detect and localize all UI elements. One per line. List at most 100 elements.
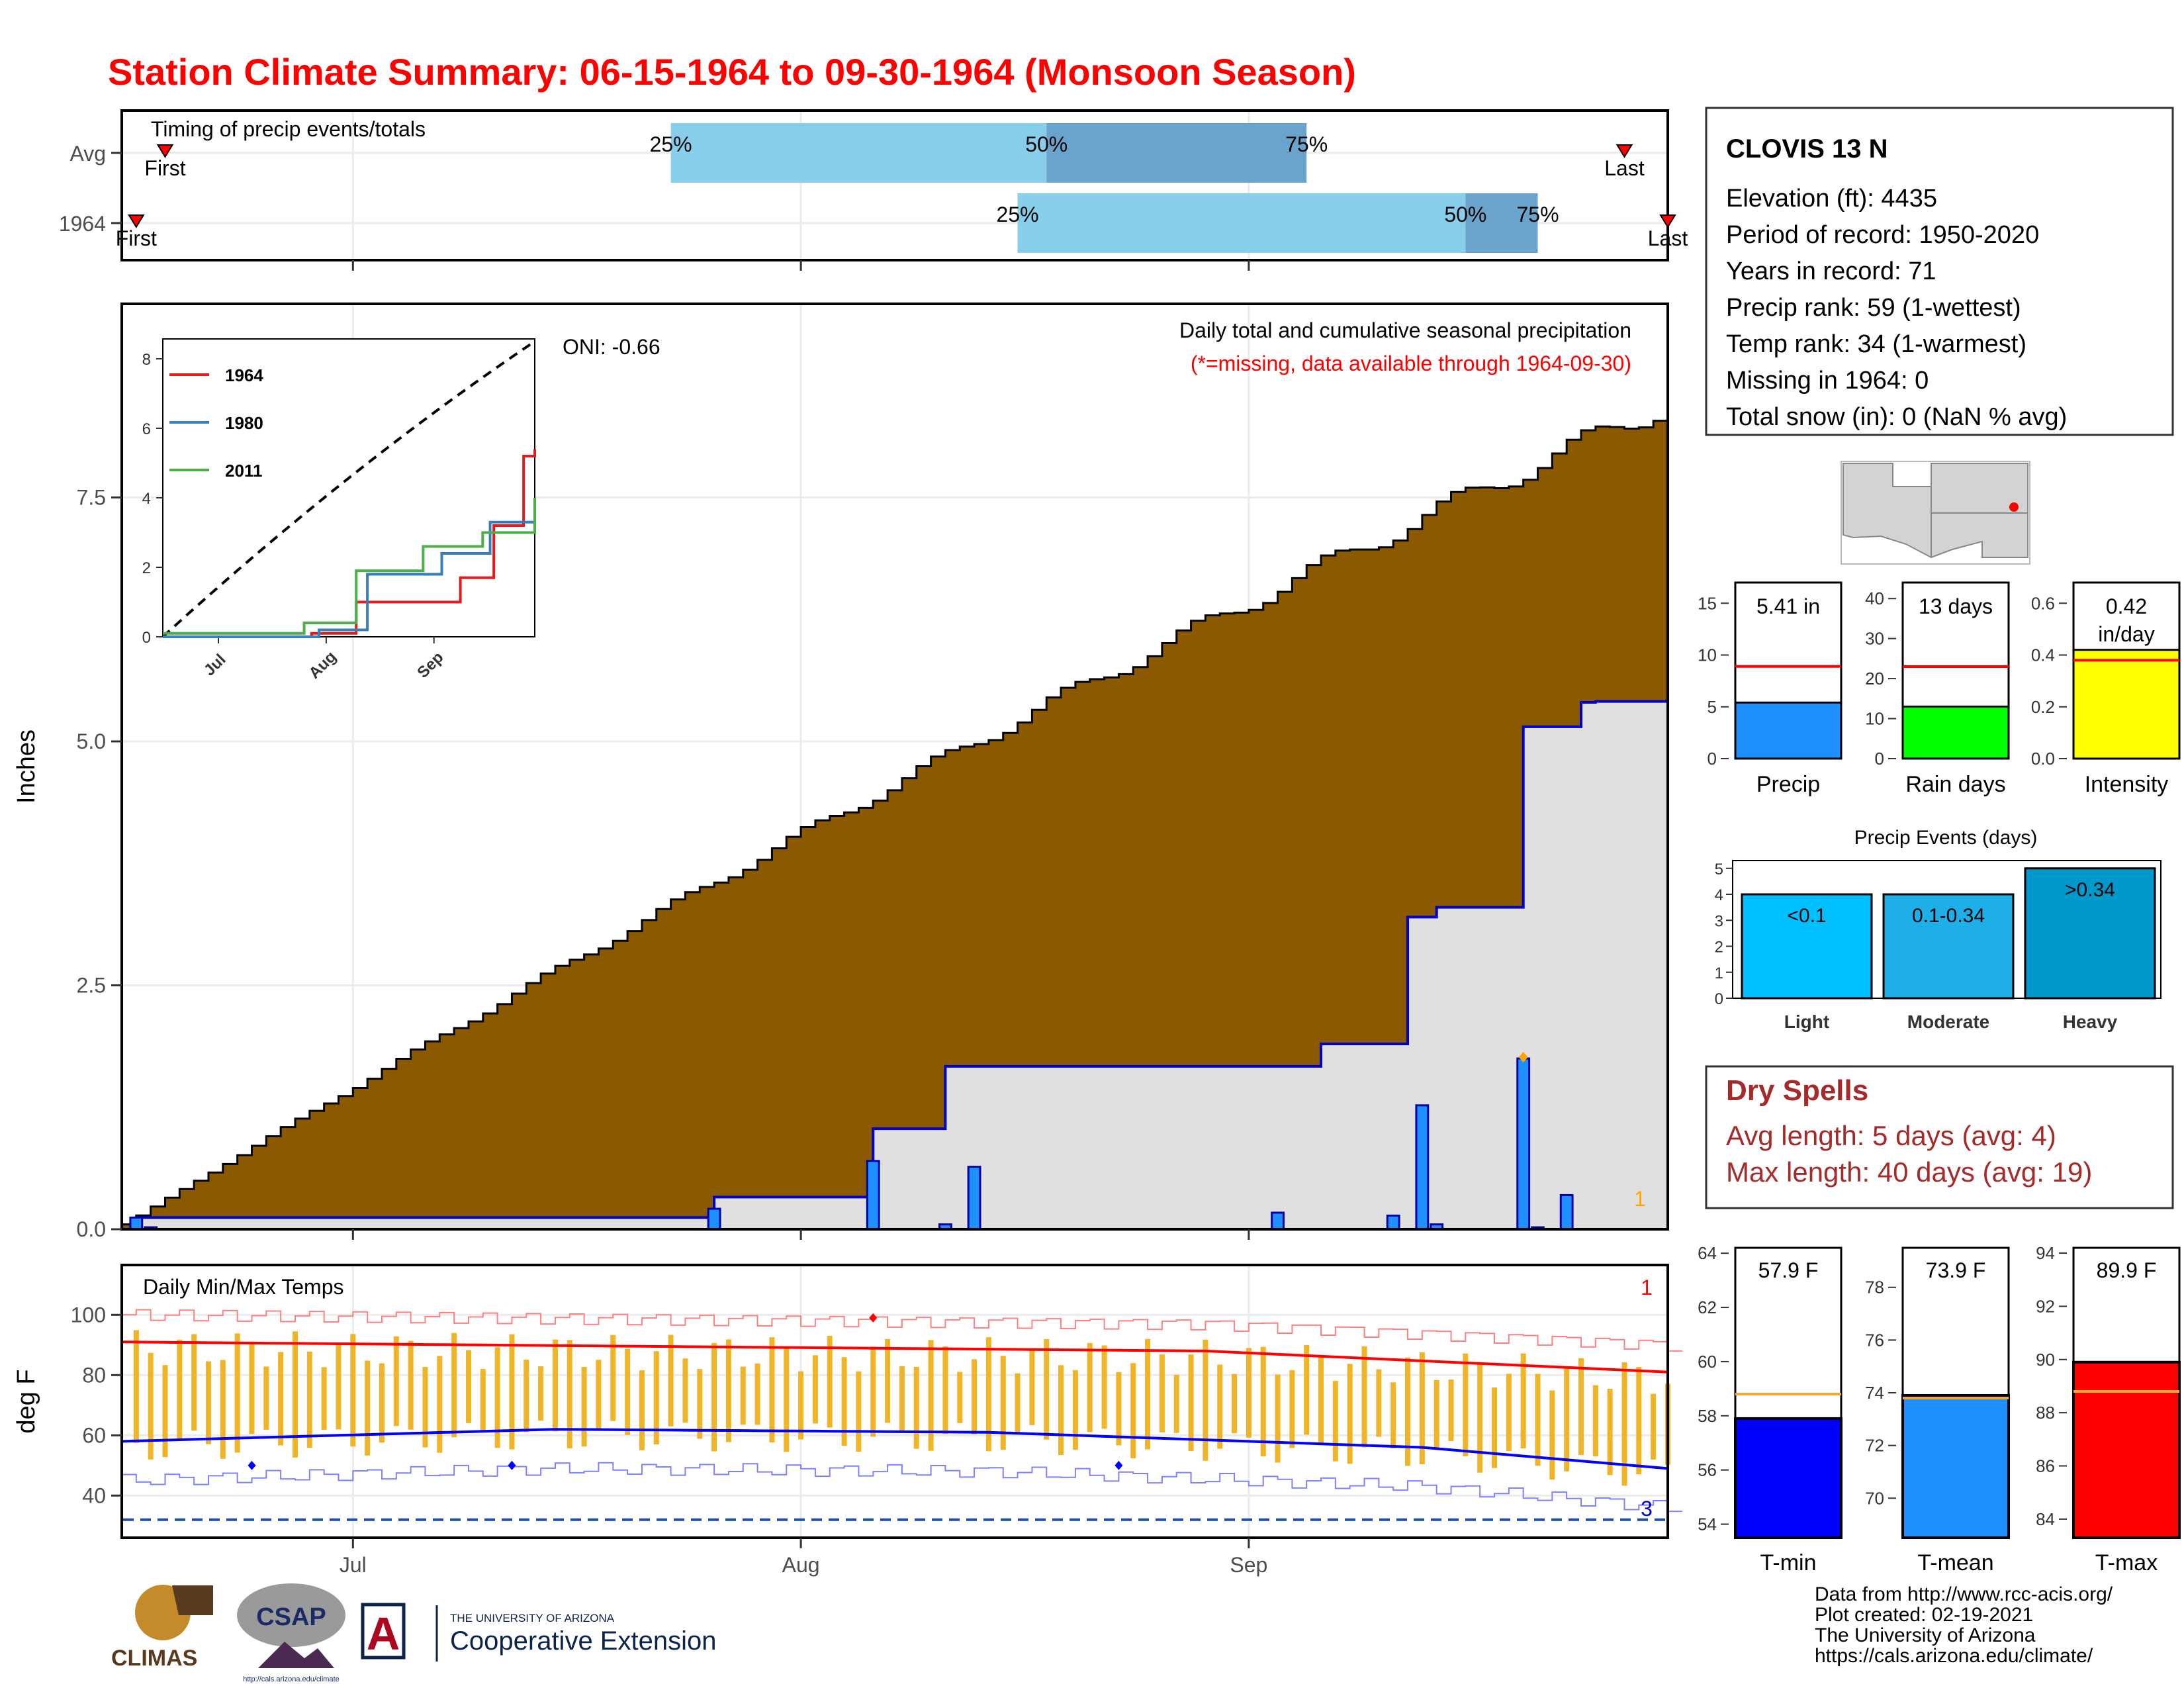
summary-value-bar	[1734, 701, 1843, 760]
station-snow: Total snow (in): 0 (NaN % avg)	[1726, 403, 2067, 431]
temp-summary-value-bar	[1734, 1417, 1843, 1540]
daily-temp-bar	[1492, 1387, 1498, 1468]
events-bar-range: <0.1	[1787, 905, 1826, 927]
legend-label-1980: 1980	[225, 413, 263, 433]
daily-temp-bar	[754, 1363, 760, 1425]
temp-frame	[120, 1264, 1669, 1539]
last-event-label: Last	[1648, 226, 1688, 250]
daily-temp-bar	[379, 1363, 385, 1443]
dry-avg-length: Avg length: 5 days (avg: 4)	[1726, 1120, 2056, 1151]
dry-max-length: Max length: 40 days (avg: 19)	[1726, 1156, 2092, 1188]
events-bar-range: 0.1-0.34	[1912, 905, 1985, 927]
record-low-marker	[248, 1460, 256, 1470]
daily-precip-bar	[1559, 1194, 1574, 1231]
daily-temp-bar	[1260, 1346, 1266, 1457]
events-tick-label: 1	[1715, 964, 1723, 982]
daily-temp-bar	[1058, 1365, 1064, 1456]
station-period: Period of record: 1950-2020	[1726, 221, 2039, 249]
first-event-label: First	[116, 226, 157, 250]
daily-temp-bar	[740, 1366, 746, 1425]
quartile-label-75: 75%	[1285, 132, 1328, 156]
avg-tmax-line	[121, 1340, 1668, 1374]
daily-precip-bar	[1415, 1104, 1430, 1231]
daily-temp-bar	[162, 1365, 168, 1458]
daily-temp-bar	[321, 1367, 327, 1430]
climas-mesa-icon	[172, 1585, 213, 1615]
inset-series-1964	[163, 449, 536, 638]
precip-y-tick-label: 2.5	[77, 974, 106, 998]
temp-title: Daily Min/Max Temps	[143, 1275, 343, 1299]
daily-temp-bar	[1549, 1390, 1555, 1480]
record-min-line	[122, 1462, 1682, 1513]
quartile-bar-25-50	[670, 123, 1047, 183]
summary-tick-label: 0.6	[2031, 593, 2055, 613]
inset-y-tick-label: 6	[142, 420, 151, 438]
avg-tmin-line	[121, 1428, 1668, 1470]
csap-mountain-icon	[258, 1642, 334, 1668]
precip-caption: Daily total and cumulative seasonal prec…	[1179, 318, 1631, 342]
daily-precip-bars	[129, 1052, 1574, 1231]
temp-summary-tick-label: 94	[2036, 1243, 2055, 1263]
daily-temp-bar	[408, 1340, 414, 1430]
daily-temp-bar	[465, 1350, 471, 1423]
inset-legend: 1964 1980 2011	[169, 365, 263, 481]
daily-temp-bar	[191, 1334, 197, 1431]
events-bar-label: Heavy	[2063, 1011, 2118, 1032]
temp-summary-t-mean: 70 72 74 76 78 73.9 F T-mean	[1865, 1246, 2010, 1575]
temp-summary-label: T-max	[2095, 1550, 2158, 1575]
daily-precip-bar	[129, 1216, 144, 1231]
timing-panel: 25% 50% 75% First Last 25% 50% 75% First Last Tim…	[59, 109, 1688, 261]
daily-temp-bar	[1332, 1380, 1338, 1462]
credit-url: https://cals.arizona.edu/climate/	[1815, 1645, 2093, 1667]
daily-temp-bar	[336, 1343, 341, 1430]
daily-temp-bar	[1000, 1356, 1006, 1450]
year-cumulative-line	[122, 700, 1668, 1231]
record-high-marker	[869, 1313, 878, 1323]
last-event-label: Last	[1604, 156, 1645, 180]
daily-temp-bar	[942, 1346, 948, 1434]
month-tick-label: Sep	[1230, 1553, 1267, 1577]
temp-summary-bars: 54 56 58 60 62 64 57.9 F T-min 70 72 74 76 78 73.9 F T…	[1698, 1243, 2181, 1575]
temp-summary-t-max: 84 86 88 90 92 94 89.9 F T-max	[2036, 1243, 2181, 1575]
events-tick-label: 3	[1715, 912, 1723, 930]
temp-summary-value-bar	[1901, 1393, 2010, 1540]
summary-value-bar	[2072, 649, 2181, 760]
quartile-bar-50-75-dark	[1465, 193, 1538, 253]
station-location-marker	[2009, 502, 2019, 512]
temp-y-label: deg F	[13, 1369, 40, 1433]
daily-temp-bar	[306, 1351, 312, 1448]
events-tick-label: 0	[1715, 990, 1723, 1008]
temp-summary-value-bar	[2072, 1360, 2181, 1540]
daily-temp-bar	[653, 1351, 659, 1445]
temp-summary-tick-label: 74	[1865, 1383, 1884, 1403]
summary-tick-label: 15	[1698, 593, 1717, 613]
daily-temp-bar	[1072, 1370, 1078, 1450]
daily-temp-bar	[437, 1356, 443, 1453]
precip-events-panel: Precip Events (days) 0 1 2 3 4 5 <0.1 Light 0.1-…	[1715, 827, 2161, 1032]
daily-temp-bar	[1433, 1380, 1439, 1448]
station-precip-rank: Precip rank: 59 (1-wettest)	[1726, 294, 2021, 322]
temp-summary-tick-label: 92	[2036, 1296, 2055, 1316]
temp-summary-label: T-mean	[1917, 1550, 1993, 1575]
daily-temp-bar	[682, 1358, 688, 1423]
station-info-box: CLOVIS 13 N Elevation (ft): 4435 Period …	[1705, 107, 2174, 436]
footer-credits: Data from http://www.rcc-acis.org/ Plot …	[1815, 1583, 2113, 1667]
temp-series	[121, 1309, 1682, 1521]
daily-temp-bar	[1621, 1362, 1627, 1486]
dry-title: Dry Spells	[1726, 1074, 1868, 1107]
events-bar-moderate	[1882, 893, 2015, 1000]
events-tick-label: 2	[1715, 939, 1723, 957]
daily-temp-bar	[856, 1371, 862, 1452]
precip-frame	[120, 303, 1669, 1231]
station-name: CLOVIS 13 N	[1726, 134, 1888, 164]
daily-temp-bar	[812, 1355, 818, 1424]
station-missing: Missing in 1964: 0	[1726, 367, 1929, 395]
daily-temp-bar	[393, 1336, 399, 1427]
first-event-marker	[156, 144, 174, 158]
timing-row-label-avg: Avg	[69, 142, 106, 165]
daily-temp-bar	[494, 1347, 500, 1448]
csap-logo-text: CSAP	[256, 1603, 326, 1631]
daily-temp-bar	[133, 1330, 139, 1443]
